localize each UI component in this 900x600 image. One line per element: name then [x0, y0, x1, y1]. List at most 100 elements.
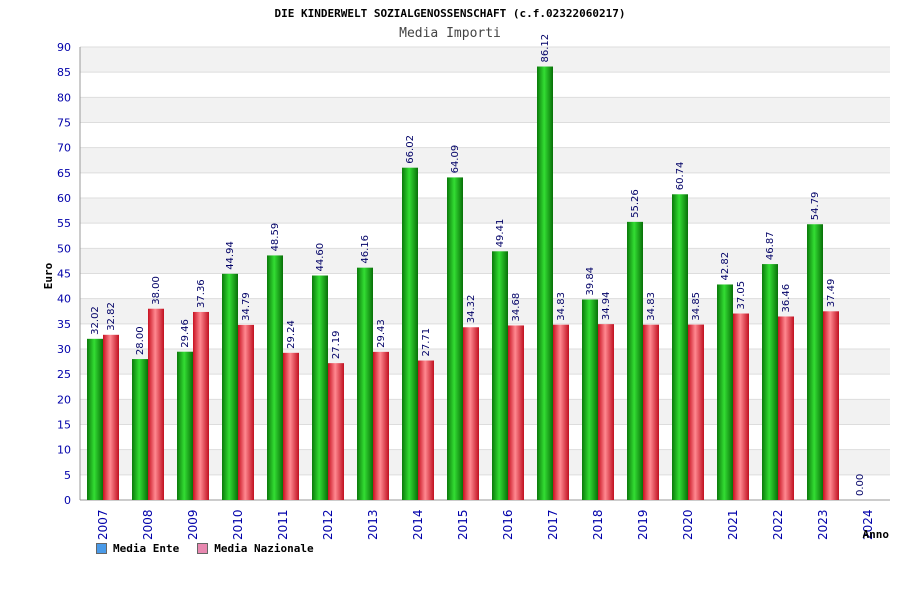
grid-band — [80, 198, 890, 224]
x-tick-label: 2007 — [96, 509, 110, 540]
legend-swatch-media-ente — [96, 543, 107, 554]
legend-item-media-nazionale: Media Nazionale — [197, 542, 314, 555]
x-tick-label: 2016 — [501, 509, 515, 540]
data-label: 49.41 — [495, 219, 506, 248]
grid-band — [80, 298, 890, 324]
legend-item-media-ente: Media Ente — [96, 542, 179, 555]
x-tick-label: 2009 — [186, 509, 200, 540]
chart-subtitle: Media Importi — [399, 26, 501, 41]
grid-band — [80, 399, 890, 425]
data-label: 34.79 — [241, 292, 252, 321]
chart-title: DIE KINDERWELT SOZIALGENOSSENSCHAFT (c.f… — [275, 7, 626, 20]
x-tick-label: 2024 — [861, 509, 875, 540]
bar-media-ente — [267, 255, 283, 500]
y-tick-label: 50 — [57, 242, 71, 255]
x-axis-label: Anno — [863, 528, 890, 541]
grid-band — [80, 72, 890, 98]
data-label: 66.02 — [405, 135, 416, 164]
grid-lines — [80, 46, 890, 501]
y-tick-labels: 0 5 10 15 20 25 30 35 40 45 50 55 60 65 70 75 80 85 90 — [57, 41, 71, 507]
grid-band — [80, 424, 890, 450]
x-tick-label: 2022 — [771, 509, 785, 540]
legend-swatch-media-nazionale — [197, 543, 209, 554]
bar-media-nazionale — [688, 324, 704, 500]
bar-media-ente — [492, 251, 508, 500]
data-label: 32.02 — [90, 306, 101, 335]
bar-media-nazionale — [778, 316, 794, 500]
y-tick-label: 5 — [64, 469, 71, 482]
bar-media-ente — [222, 273, 238, 500]
x-tick-label: 2013 — [366, 509, 380, 540]
y-tick-label: 25 — [57, 368, 71, 381]
bar-media-nazionale — [193, 311, 209, 500]
y-tick-label: 60 — [57, 192, 71, 205]
bar-media-nazionale — [418, 360, 434, 500]
grid-band — [80, 147, 890, 173]
data-label: 64.09 — [450, 145, 461, 174]
grid-band — [80, 248, 890, 274]
y-tick-label: 65 — [57, 167, 71, 180]
data-label: 34.83 — [646, 292, 657, 321]
y-tick-label: 10 — [57, 444, 71, 457]
data-label: 34.83 — [556, 292, 567, 321]
data-label: 86.12 — [540, 34, 551, 63]
data-label: 34.32 — [466, 295, 477, 324]
grid-band — [80, 349, 890, 375]
data-label: 32.82 — [106, 302, 117, 331]
y-tick-label: 20 — [57, 393, 71, 406]
data-label: 29.43 — [376, 319, 387, 348]
x-tick-label: 2021 — [726, 509, 740, 540]
data-label: 37.05 — [736, 281, 747, 310]
data-label: 46.16 — [360, 235, 371, 264]
bar-media-nazionale — [283, 352, 299, 500]
x-tick-label: 2014 — [411, 509, 425, 540]
bar-media-nazionale — [733, 313, 749, 500]
data-label: 34.94 — [601, 291, 612, 320]
bar-media-ente — [537, 66, 553, 501]
y-tick-label: 85 — [57, 66, 71, 79]
x-tick-label: 2018 — [591, 509, 605, 540]
bar-media-nazionale — [463, 327, 479, 500]
y-tick-label: 90 — [57, 41, 71, 54]
bar-media-ente — [717, 284, 733, 500]
y-tick-label: 30 — [57, 343, 71, 356]
x-tick-label: 2011 — [276, 509, 290, 540]
data-label: 37.49 — [826, 279, 837, 308]
bar-media-nazionale — [328, 363, 344, 500]
data-label: 46.87 — [765, 231, 776, 260]
grid-band — [80, 273, 890, 299]
bar-media-ente — [87, 338, 103, 500]
axes — [79, 47, 890, 501]
grid-band — [80, 172, 890, 198]
grid-band — [80, 47, 890, 73]
data-label: 27.71 — [421, 328, 432, 357]
x-tick-label: 2015 — [456, 509, 470, 540]
bar-media-ente — [762, 264, 778, 500]
y-tick-label: 55 — [57, 217, 71, 230]
data-label: 37.36 — [196, 279, 207, 308]
bar-media-ente — [582, 299, 598, 500]
x-tick-label: 2019 — [636, 509, 650, 540]
y-tick-label: 40 — [57, 293, 71, 306]
bar-media-nazionale — [148, 308, 164, 500]
grid-band — [80, 97, 890, 123]
x-tick-label: 2023 — [816, 509, 830, 540]
data-labels: 32.02 32.82 28.00 38.00 29.46 37.36 44.94 34.79… — [90, 34, 866, 496]
data-label: 0.00 — [855, 474, 866, 496]
data-label: 36.46 — [781, 284, 792, 313]
x-tick-label: 2012 — [321, 509, 335, 540]
grid-band — [80, 449, 890, 475]
data-label: 29.24 — [286, 320, 297, 349]
y-tick-label: 80 — [57, 91, 71, 104]
data-label: 44.60 — [315, 243, 326, 272]
data-label: 48.59 — [270, 223, 281, 252]
y-tick-label: 0 — [64, 494, 71, 507]
x-tick-labels: 2007 2008 2009 2010 2011 2012 2013 2014 2015 2016… — [96, 509, 875, 540]
grid-band — [80, 323, 890, 349]
bar-media-nazionale — [373, 351, 389, 500]
bar-media-ente — [312, 275, 328, 500]
bar-media-ente — [627, 221, 643, 500]
data-label: 28.00 — [135, 326, 146, 355]
bar-media-ente — [177, 351, 193, 500]
y-tick-label: 70 — [57, 142, 71, 155]
